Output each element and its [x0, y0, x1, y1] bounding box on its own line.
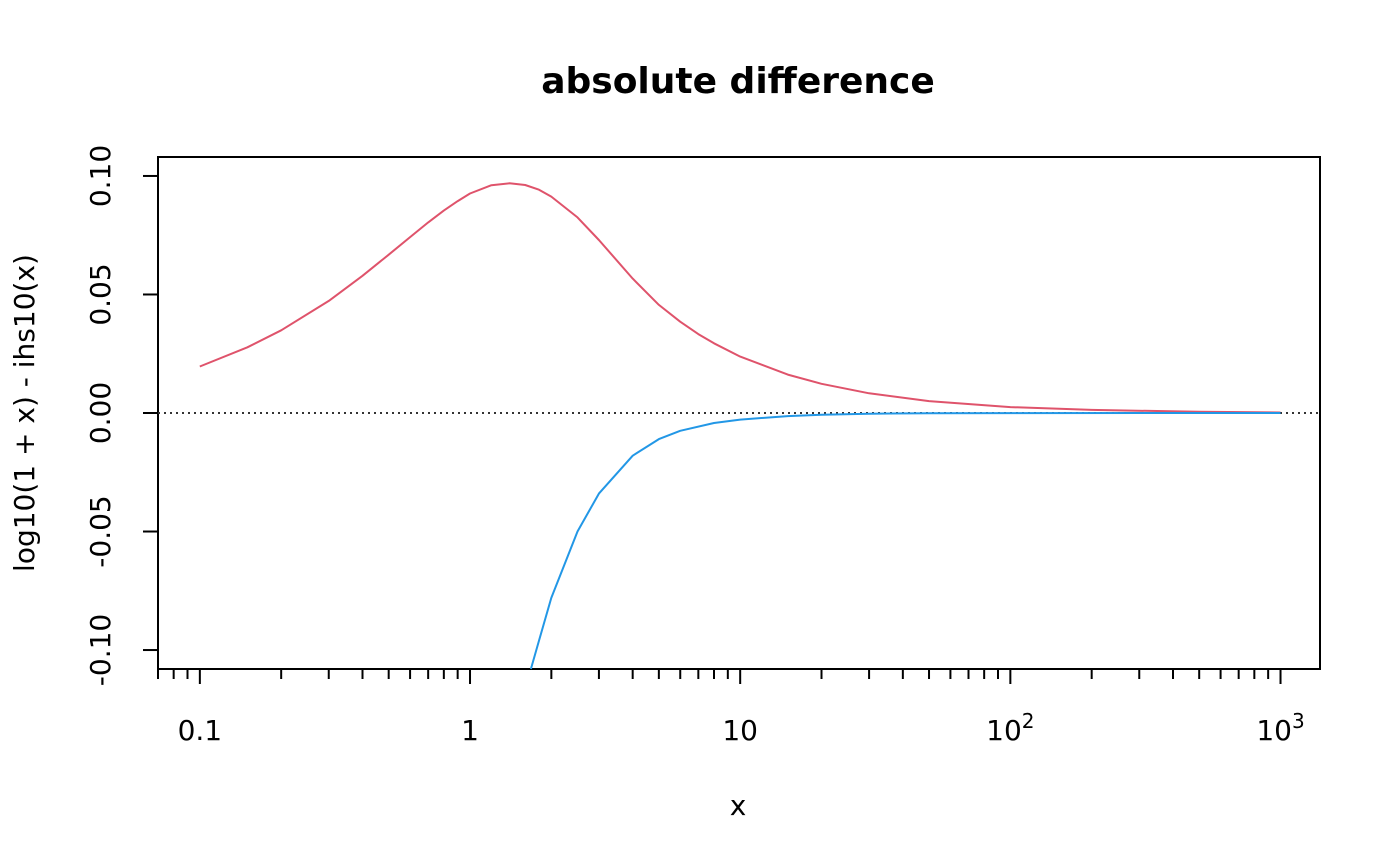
y-tick-label: 0.05: [84, 263, 117, 325]
x-axis: 0.1 1 10 102 103: [157, 669, 1305, 747]
series-line-2: [529, 412, 1281, 670]
y-tick-label: 0.00: [84, 382, 117, 444]
chart-title: absolute difference: [541, 61, 935, 102]
x-tick-label: 103: [1256, 709, 1304, 747]
y-tick-label: -0.10: [84, 614, 117, 686]
x-tick-label: 1: [461, 714, 479, 747]
y-tick-label: 0.10: [84, 145, 117, 207]
y-tick-label: -0.05: [84, 495, 117, 567]
x-axis-title: x: [730, 789, 747, 822]
y-axis: -0.10 -0.05 0.00 0.05 0.10: [84, 145, 158, 686]
series-line-1: [199, 182, 1281, 414]
y-axis-title: log10(1 + x) - ihs10(x): [8, 254, 41, 572]
x-tick-label: 0.1: [178, 714, 223, 747]
series-layer: [199, 182, 1281, 670]
x-tick-label: 102: [986, 709, 1034, 747]
x-tick-label: 10: [722, 714, 758, 747]
